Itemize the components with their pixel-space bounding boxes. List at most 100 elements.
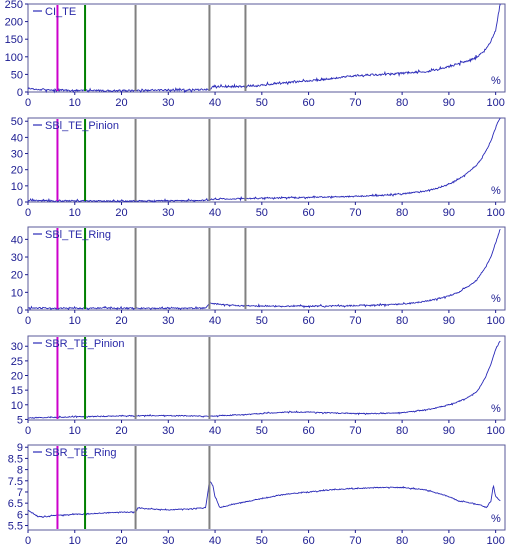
y-tick-label: 100 — [5, 52, 23, 64]
series-line — [27, 480, 501, 519]
y-tick-label: 0 — [17, 197, 23, 209]
y-tick-label: 20 — [11, 270, 23, 282]
y-tick-label: 5 — [17, 414, 23, 426]
x-tick-label: 100 — [486, 315, 504, 327]
legend-label: SBR_TE_Pinion — [45, 338, 125, 350]
legend-label: SBR_TE_Ring — [45, 447, 117, 459]
y-tick-label: 30 — [11, 149, 23, 161]
x-tick-label: 80 — [396, 207, 408, 219]
y-tick-label: 9 — [17, 442, 23, 454]
y-tick-label: 7 — [17, 487, 23, 499]
x-tick-label: 10 — [69, 535, 81, 547]
y-tick-label: 10 — [11, 287, 23, 299]
y-tick-label: 50 — [11, 69, 23, 81]
x-unit-label: % — [491, 185, 501, 197]
x-unit-label: % — [491, 293, 501, 305]
x-tick-label: 100 — [486, 535, 504, 547]
x-tick-label: 30 — [162, 207, 174, 219]
x-tick-label: 40 — [209, 97, 221, 109]
x-tick-label: 50 — [256, 535, 268, 547]
x-tick-label: 70 — [349, 425, 361, 437]
x-tick-label: 10 — [69, 315, 81, 327]
plot-frame — [27, 226, 506, 311]
y-tick-label: 15 — [11, 385, 23, 397]
chart-panel-3: 0 10 20 30 40 0 10 20 30 40 50 60 70 80 90 100 SBl_TE_Ri… — [11, 226, 506, 327]
x-tick-label: 30 — [162, 315, 174, 327]
series-line — [27, 117, 501, 203]
x-tick-label: 30 — [162, 425, 174, 437]
x-tick-label: 70 — [349, 207, 361, 219]
x-tick-label: 20 — [115, 425, 127, 437]
y-tick-label: 7.5 — [8, 476, 23, 488]
y-tick-label: 6.5 — [8, 498, 23, 510]
x-tick-label: 30 — [162, 535, 174, 547]
series-line — [27, 3, 501, 94]
x-unit-label: % — [491, 75, 501, 87]
y-tick-label: 40 — [11, 132, 23, 144]
x-tick-label: 80 — [396, 425, 408, 437]
x-tick-label: 10 — [69, 97, 81, 109]
plot-frame — [27, 444, 506, 531]
x-tick-label: 60 — [302, 425, 314, 437]
x-tick-label: 50 — [256, 207, 268, 219]
chart-panel-1: 0 50 100 150 200 250 0 10 20 30 40 50 60 70 80 90 100 CI_… — [5, 0, 506, 109]
x-tick-label: 0 — [25, 535, 31, 547]
x-tick-label: 90 — [443, 207, 455, 219]
x-tick-label: 100 — [486, 97, 504, 109]
x-tick-label: 0 — [25, 207, 31, 219]
x-tick-label: 100 — [486, 425, 504, 437]
x-tick-label: 60 — [302, 315, 314, 327]
x-tick-label: 40 — [209, 425, 221, 437]
plot-frame — [27, 117, 506, 203]
x-tick-label: 40 — [209, 207, 221, 219]
y-tick-label: 40 — [11, 234, 23, 246]
x-tick-label: 0 — [25, 315, 31, 327]
x-tick-label: 40 — [209, 535, 221, 547]
x-tick-label: 80 — [396, 535, 408, 547]
y-tick-label: 30 — [11, 252, 23, 264]
x-tick-label: 60 — [302, 535, 314, 547]
x-tick-label: 90 — [443, 315, 455, 327]
x-tick-label: 20 — [115, 535, 127, 547]
y-tick-label: 30 — [11, 341, 23, 353]
y-tick-label: 150 — [5, 34, 23, 46]
chart-panel-5: 5.566.577.588.590 10 20 30 40 50 60 70 80 90 100SB… — [8, 442, 506, 547]
legend-label: SBl_TE_Ring — [45, 229, 111, 241]
x-tick-label: 90 — [443, 425, 455, 437]
y-tick-label: 8 — [17, 465, 23, 477]
y-tick-label: 0 — [17, 87, 23, 99]
x-tick-label: 10 — [69, 425, 81, 437]
x-tick-label: 20 — [115, 97, 127, 109]
x-tick-label: 70 — [349, 97, 361, 109]
x-tick-label: 90 — [443, 97, 455, 109]
plot-frame — [27, 335, 506, 421]
series-line — [27, 229, 501, 311]
y-tick-label: 50 — [11, 116, 23, 128]
y-tick-label: 25 — [11, 356, 23, 368]
x-tick-label: 100 — [486, 207, 504, 219]
x-unit-label: % — [491, 403, 501, 415]
x-tick-label: 90 — [443, 535, 455, 547]
y-tick-label: 250 — [5, 0, 23, 11]
x-tick-label: 0 — [25, 97, 31, 109]
x-tick-label: 50 — [256, 315, 268, 327]
y-tick-label: 200 — [5, 17, 23, 29]
x-tick-label: 20 — [115, 315, 127, 327]
y-tick-label: 8.5 — [8, 453, 23, 465]
legend-label: SBl_TE_Pinion — [45, 120, 119, 132]
x-tick-label: 50 — [256, 97, 268, 109]
y-tick-label: 0 — [17, 305, 23, 317]
y-tick-label: 5.5 — [8, 521, 23, 533]
plot-frame — [27, 3, 506, 93]
x-tick-label: 60 — [302, 207, 314, 219]
y-tick-label: 20 — [11, 371, 23, 383]
y-tick-label: 6 — [17, 509, 23, 521]
series-line — [27, 340, 501, 419]
x-tick-label: 80 — [396, 97, 408, 109]
x-tick-label: 10 — [69, 207, 81, 219]
x-tick-label: 20 — [115, 207, 127, 219]
y-tick-label: 10 — [11, 400, 23, 412]
x-tick-label: 0 — [25, 425, 31, 437]
y-tick-label: 10 — [11, 181, 23, 193]
chart-panel-4: 5 10 15 20 25 30 0 10 20 30 40 50 60 70 80 90 100 SBR_TE_… — [11, 335, 506, 437]
